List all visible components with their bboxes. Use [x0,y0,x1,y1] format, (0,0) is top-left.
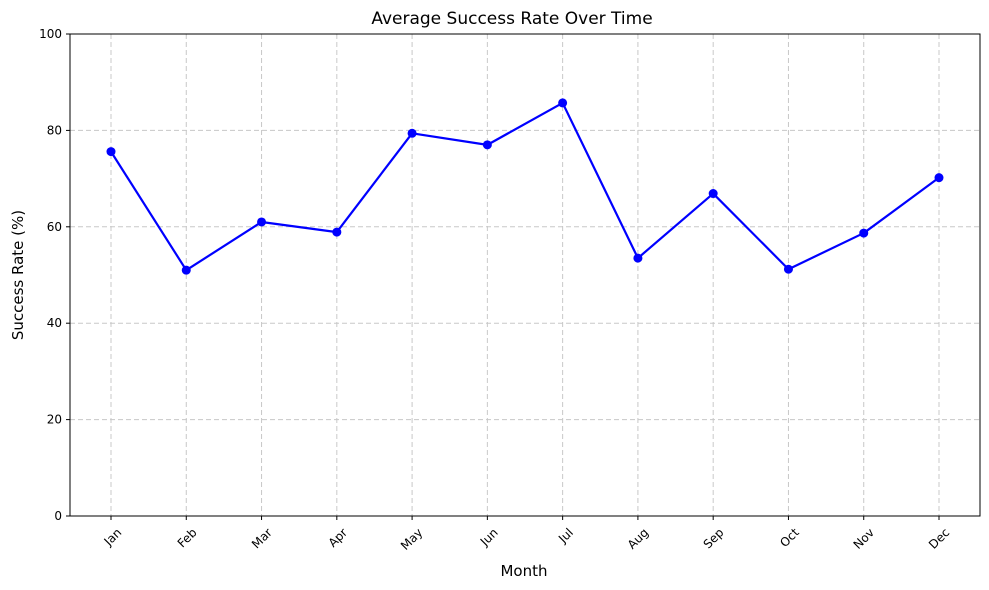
y-tick-label: 80 [47,123,62,137]
y-axis-title: Success Rate (%) [9,210,27,340]
y-tick-label: 0 [54,509,62,523]
y-tick-label: 20 [47,413,62,427]
data-point [708,189,718,199]
data-point [633,253,643,263]
y-tick-label: 100 [39,27,62,41]
data-point [106,147,116,157]
data-point [558,98,568,108]
y-tick-label: 40 [47,316,62,330]
chart-title: Average Success Rate Over Time [371,9,652,29]
grid [70,33,980,517]
data-point [859,228,869,238]
y-tick-label: 60 [47,220,62,234]
data-point [482,140,492,150]
data-point [332,227,342,237]
plot-frame [69,33,981,517]
x-axis-title: Month [500,562,547,580]
data-point [181,265,191,275]
series [106,98,944,275]
data-point [257,217,267,227]
data-point [934,173,944,183]
series-line [110,101,940,272]
data-point [407,128,417,138]
data-point [783,264,793,274]
